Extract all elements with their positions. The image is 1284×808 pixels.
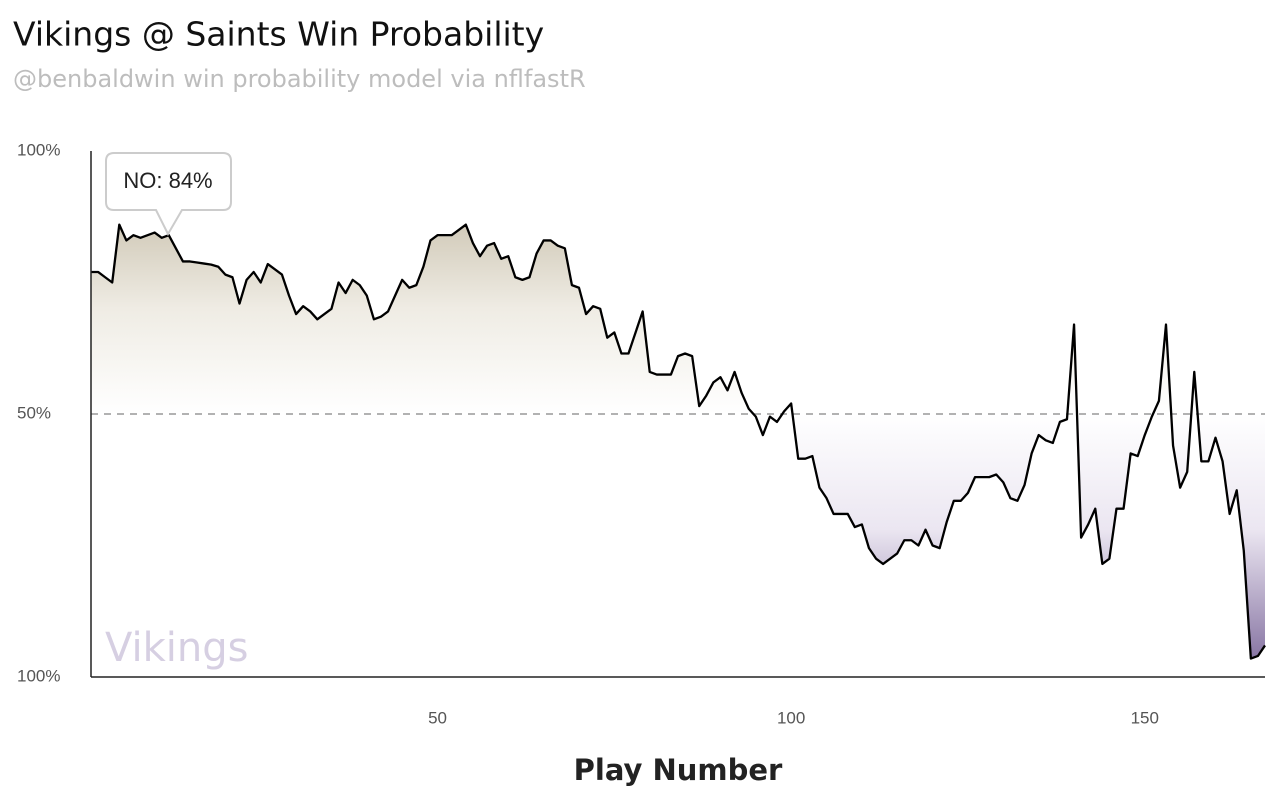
team-label: Vikings	[105, 625, 248, 671]
wp-area	[91, 224, 1265, 659]
chart-title: Vikings @ Saints Win Probability	[13, 15, 544, 54]
x-axis-label: Play Number	[574, 753, 783, 787]
y-tick-label: 100%	[17, 140, 60, 159]
tooltip-box	[105, 152, 232, 237]
tooltip: NO: 84%	[105, 152, 232, 237]
x-tick-label: 50	[428, 708, 447, 727]
x-tick-label: 100	[777, 708, 805, 727]
y-tick-label: 50%	[17, 403, 51, 422]
x-tick-label: 150	[1131, 708, 1159, 727]
wp-line	[91, 223, 1266, 660]
chart-subtitle: @benbaldwin win probability model via nf…	[13, 65, 586, 93]
y-tick-label: 100%	[17, 666, 60, 685]
tooltip-text: NO: 84%	[123, 168, 212, 193]
